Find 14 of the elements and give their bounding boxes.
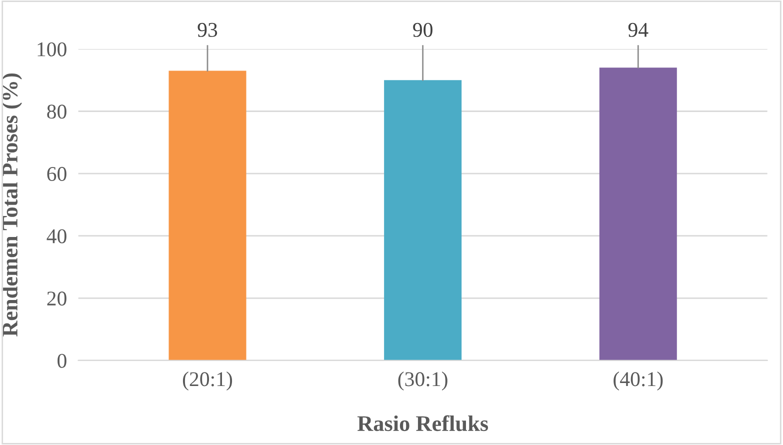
data-label: 93 <box>198 22 218 37</box>
y-tick-label: 20 <box>47 292 66 306</box>
y-axis-title: Rendemen Total Proses (%) <box>2 73 22 337</box>
x-tick-label: (40:1) <box>614 372 663 390</box>
x-tick-label: (20:1) <box>182 372 232 390</box>
data-label: 90 <box>413 22 432 37</box>
y-tick-label: 60 <box>47 166 66 181</box>
data-label: 94 <box>628 22 648 37</box>
x-axis-title: Rasio Refluks <box>357 415 488 432</box>
y-tick-label: 80 <box>47 104 66 119</box>
y-tick-label: 100 <box>38 42 66 56</box>
x-tick-label: (30:1) <box>398 372 448 390</box>
y-tick-label: 0 <box>58 354 66 368</box>
y-tick-label: 40 <box>46 229 66 244</box>
